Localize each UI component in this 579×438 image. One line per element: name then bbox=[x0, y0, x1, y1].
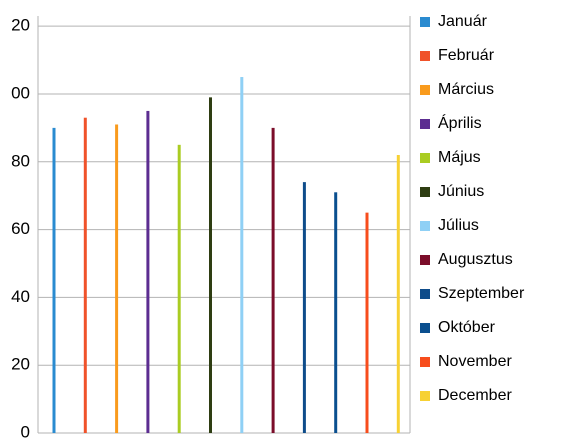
legend-swatch bbox=[420, 391, 430, 401]
legend-swatch bbox=[420, 119, 430, 129]
bar bbox=[302, 182, 306, 433]
y-tick-label: 20 bbox=[11, 16, 30, 35]
bar bbox=[396, 155, 400, 433]
y-tick-label: 40 bbox=[11, 287, 30, 306]
y-tick-label: 00 bbox=[11, 83, 30, 102]
legend-label: Március bbox=[438, 81, 495, 98]
legend-label: Június bbox=[438, 183, 485, 200]
bar bbox=[52, 127, 56, 433]
bar bbox=[334, 192, 338, 433]
bar bbox=[240, 77, 244, 434]
legend-item: Április bbox=[420, 112, 560, 136]
legend-label: Április bbox=[438, 115, 482, 132]
legend-item: Március bbox=[420, 78, 560, 102]
legend-item: Augusztus bbox=[420, 248, 560, 272]
legend-swatch bbox=[420, 187, 430, 197]
legend-swatch bbox=[420, 153, 430, 163]
legend-label: Október bbox=[438, 319, 495, 336]
legend-item: Október bbox=[420, 316, 560, 340]
bar bbox=[177, 144, 181, 433]
legend-label: Július bbox=[438, 217, 479, 234]
legend-label: Február bbox=[438, 47, 495, 64]
legend-swatch bbox=[420, 17, 430, 27]
legend-label: November bbox=[438, 353, 512, 370]
legend-item: Február bbox=[420, 44, 560, 68]
y-tick-label: 60 bbox=[11, 219, 30, 238]
legend-swatch bbox=[420, 85, 430, 95]
legend-label: Augusztus bbox=[438, 251, 513, 268]
bar bbox=[271, 127, 275, 433]
legend-item: Január bbox=[420, 10, 560, 34]
legend-item: Június bbox=[420, 180, 560, 204]
y-tick-label: 0 bbox=[21, 422, 30, 438]
legend-label: Szeptember bbox=[438, 285, 525, 302]
legend-swatch bbox=[420, 221, 430, 231]
legend-label: December bbox=[438, 387, 512, 404]
legend: Január Február Március Április Május Június Jú… bbox=[420, 10, 560, 408]
bar bbox=[209, 97, 212, 434]
bar bbox=[83, 117, 87, 434]
legend-swatch bbox=[420, 323, 430, 333]
legend-swatch bbox=[420, 51, 430, 61]
legend-item: November bbox=[420, 350, 560, 374]
y-tick-label: 80 bbox=[11, 151, 30, 170]
legend-item: Szeptember bbox=[420, 282, 560, 306]
legend-swatch bbox=[420, 255, 430, 265]
bar bbox=[146, 110, 150, 434]
legend-item: Július bbox=[420, 214, 560, 238]
legend-swatch bbox=[420, 357, 430, 367]
legend-item: Május bbox=[420, 146, 560, 170]
bar bbox=[365, 212, 369, 433]
legend-item: December bbox=[420, 384, 560, 408]
legend-swatch bbox=[420, 289, 430, 299]
y-tick-label: 20 bbox=[11, 355, 30, 374]
legend-label: Január bbox=[438, 13, 487, 30]
bar bbox=[115, 124, 119, 434]
legend-label: Május bbox=[438, 149, 481, 166]
